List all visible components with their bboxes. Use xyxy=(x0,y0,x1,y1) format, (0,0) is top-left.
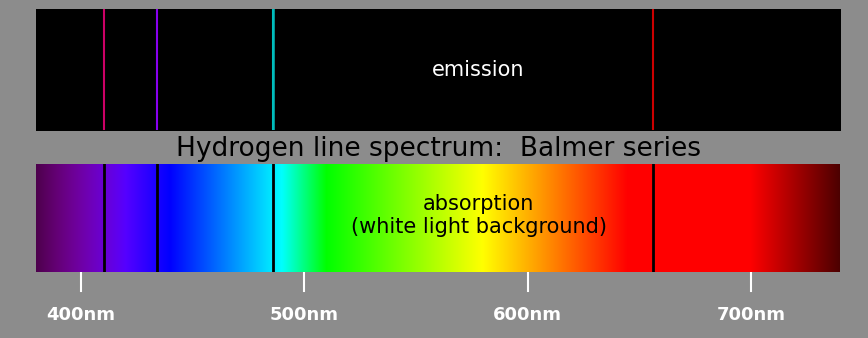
Text: 400nm: 400nm xyxy=(47,306,115,324)
Text: 700nm: 700nm xyxy=(716,306,786,324)
Text: emission: emission xyxy=(432,60,525,80)
Text: absorption
(white light background): absorption (white light background) xyxy=(351,194,607,238)
Text: 500nm: 500nm xyxy=(270,306,339,324)
Text: 600nm: 600nm xyxy=(493,306,562,324)
Text: Hydrogen line spectrum:  Balmer series: Hydrogen line spectrum: Balmer series xyxy=(176,137,700,162)
